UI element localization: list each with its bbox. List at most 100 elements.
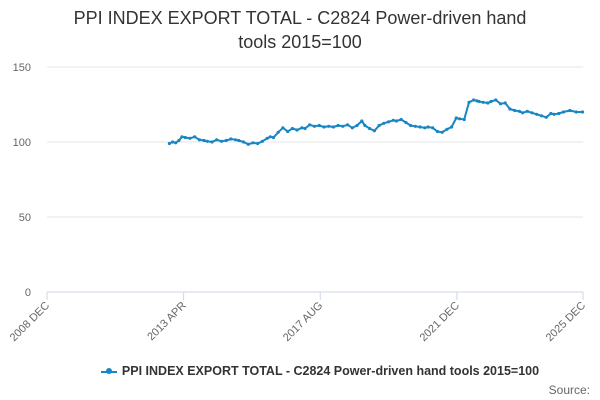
- data-point[interactable]: [193, 135, 197, 139]
- data-point[interactable]: [372, 129, 376, 133]
- data-point[interactable]: [224, 138, 228, 143]
- data-point[interactable]: [457, 117, 462, 121]
- data-point[interactable]: [350, 126, 354, 130]
- data-point[interactable]: [317, 123, 321, 128]
- data-point[interactable]: [535, 112, 539, 116]
- data-point[interactable]: [202, 138, 206, 143]
- data-point[interactable]: [286, 129, 290, 134]
- data-point[interactable]: [331, 125, 335, 129]
- data-point[interactable]: [241, 140, 246, 144]
- data-point[interactable]: [234, 138, 238, 142]
- data-point[interactable]: [215, 138, 219, 142]
- data-point[interactable]: [260, 139, 264, 143]
- data-point[interactable]: [229, 137, 233, 141]
- data-point[interactable]: [394, 119, 398, 123]
- data-point[interactable]: [360, 119, 364, 123]
- data-point[interactable]: [404, 120, 408, 125]
- data-point[interactable]: [183, 135, 187, 140]
- data-point[interactable]: [513, 108, 517, 113]
- data-point[interactable]: [423, 126, 427, 130]
- data-point[interactable]: [580, 110, 585, 114]
- data-point[interactable]: [574, 110, 578, 114]
- data-point[interactable]: [387, 120, 391, 124]
- data-point[interactable]: [197, 138, 201, 142]
- data-point[interactable]: [167, 141, 171, 146]
- data-point[interactable]: [435, 129, 439, 134]
- data-point[interactable]: [561, 110, 566, 114]
- data-point[interactable]: [188, 136, 192, 140]
- data-point[interactable]: [290, 126, 294, 131]
- data-point[interactable]: [494, 98, 498, 102]
- data-point[interactable]: [521, 111, 525, 115]
- data-point[interactable]: [382, 121, 386, 125]
- data-point[interactable]: [454, 116, 458, 120]
- data-point[interactable]: [237, 138, 241, 143]
- y-tick-label: 0: [25, 287, 31, 299]
- y-tick-label: 100: [13, 137, 31, 149]
- data-point[interactable]: [530, 111, 534, 115]
- data-point[interactable]: [300, 126, 304, 130]
- data-point[interactable]: [568, 108, 572, 113]
- data-point[interactable]: [467, 100, 471, 104]
- data-point[interactable]: [205, 139, 209, 143]
- data-point[interactable]: [281, 126, 285, 130]
- data-point[interactable]: [517, 109, 522, 113]
- data-point[interactable]: [462, 117, 466, 122]
- data-point[interactable]: [498, 102, 503, 106]
- data-point[interactable]: [308, 123, 312, 127]
- data-point[interactable]: [368, 126, 372, 131]
- data-point[interactable]: [450, 125, 454, 129]
- data-point[interactable]: [174, 141, 178, 145]
- data-point[interactable]: [481, 100, 485, 104]
- data-point[interactable]: [246, 142, 250, 146]
- data-point[interactable]: [426, 125, 430, 129]
- data-point[interactable]: [346, 123, 350, 127]
- data-point[interactable]: [210, 140, 214, 144]
- data-point[interactable]: [355, 123, 359, 128]
- data-point[interactable]: [549, 111, 553, 116]
- data-point[interactable]: [268, 135, 272, 139]
- legend-item[interactable]: PPI INDEX EXPORT TOTAL - C2824 Power-dri…: [60, 364, 580, 378]
- data-point[interactable]: [503, 101, 507, 105]
- data-point[interactable]: [508, 107, 512, 111]
- data-point[interactable]: [445, 127, 449, 131]
- data-point[interactable]: [363, 123, 367, 128]
- data-point[interactable]: [276, 130, 280, 134]
- data-point[interactable]: [489, 99, 493, 104]
- data-point[interactable]: [336, 123, 340, 128]
- data-point[interactable]: [418, 125, 422, 129]
- data-point[interactable]: [303, 126, 307, 131]
- data-point[interactable]: [177, 138, 181, 143]
- data-point[interactable]: [409, 123, 413, 128]
- data-point[interactable]: [544, 115, 548, 119]
- data-point[interactable]: [271, 135, 276, 140]
- data-point[interactable]: [486, 101, 490, 105]
- data-point[interactable]: [219, 139, 224, 143]
- data-point[interactable]: [552, 112, 556, 116]
- data-point[interactable]: [557, 111, 561, 116]
- data-point[interactable]: [251, 141, 255, 145]
- data-point[interactable]: [327, 124, 331, 128]
- data-point[interactable]: [322, 125, 326, 129]
- data-point[interactable]: [472, 98, 476, 102]
- data-point[interactable]: [399, 117, 403, 122]
- data-point[interactable]: [377, 123, 381, 128]
- data-point[interactable]: [312, 124, 317, 128]
- chart-title: PPI INDEX EXPORT TOTAL - C2824 Power-dri…: [20, 6, 580, 54]
- data-point[interactable]: [295, 128, 299, 132]
- data-point[interactable]: [431, 126, 435, 130]
- data-point[interactable]: [256, 141, 260, 146]
- data-point[interactable]: [171, 140, 175, 144]
- data-point[interactable]: [477, 99, 481, 104]
- data-point[interactable]: [525, 109, 529, 113]
- data-point[interactable]: [180, 135, 184, 139]
- gridlines: [47, 66, 583, 218]
- data-point[interactable]: [391, 118, 395, 122]
- data-point[interactable]: [341, 124, 345, 128]
- data-point[interactable]: [539, 114, 544, 118]
- data-point[interactable]: [440, 130, 444, 134]
- data-point[interactable]: [265, 136, 269, 140]
- data-point[interactable]: [413, 124, 417, 128]
- series-line[interactable]: [168, 99, 583, 146]
